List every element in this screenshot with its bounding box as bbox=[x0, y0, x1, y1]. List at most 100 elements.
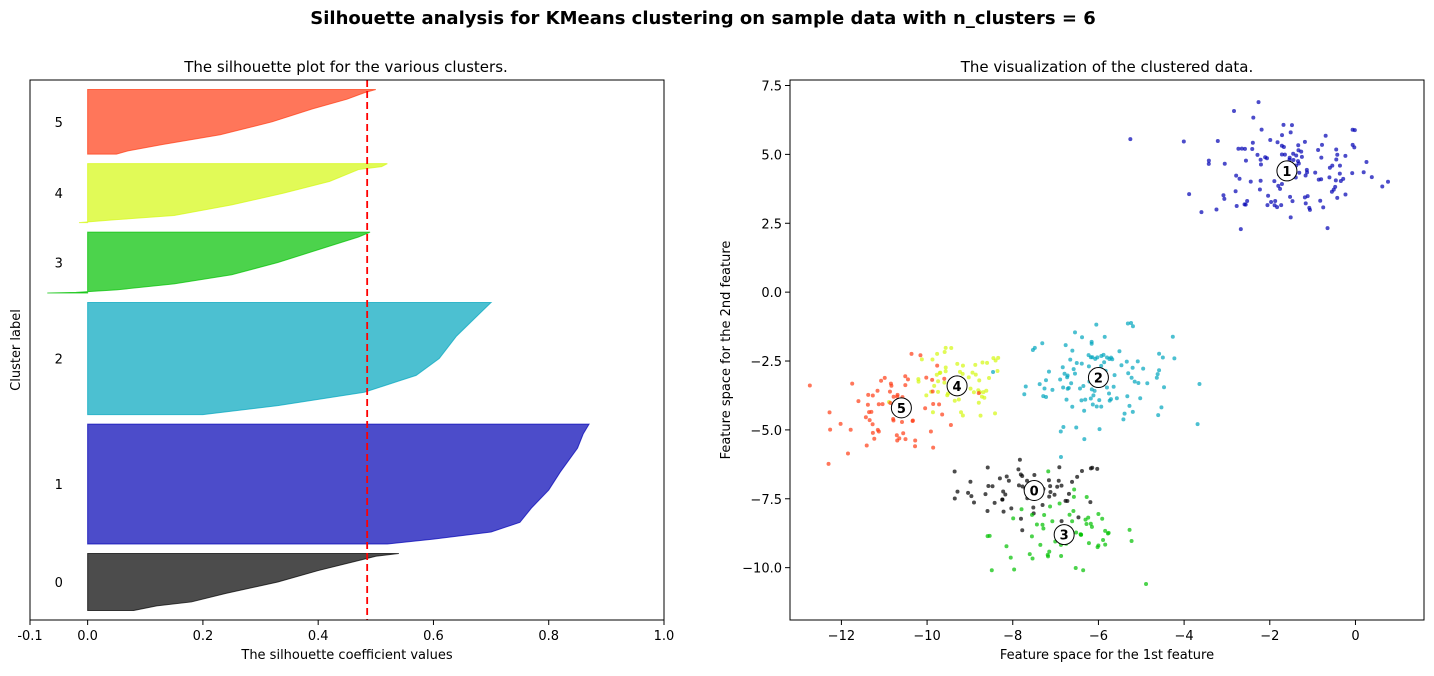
scatter-point-5 bbox=[882, 375, 887, 380]
scatter-point-2 bbox=[1082, 437, 1087, 442]
scatter-point-1 bbox=[1294, 153, 1299, 158]
scatter-point-1 bbox=[1248, 179, 1253, 184]
scatter-point-2 bbox=[1097, 427, 1102, 432]
scatter-point-0 bbox=[990, 484, 995, 489]
scatter-point-0 bbox=[1079, 469, 1084, 474]
scatter-point-0 bbox=[1048, 484, 1053, 489]
scatter-point-2 bbox=[1094, 404, 1099, 409]
scatter-point-4 bbox=[942, 380, 947, 385]
cluster-label-5: 5 bbox=[55, 116, 63, 131]
scatter-point-4 bbox=[960, 363, 965, 368]
scatter-point-1 bbox=[1243, 202, 1248, 207]
scatter-point-3 bbox=[1074, 530, 1079, 535]
silhouette-band-3 bbox=[47, 231, 371, 294]
scatter-point-3 bbox=[1030, 556, 1035, 561]
scatter-point-3 bbox=[1008, 555, 1013, 560]
scatter-point-1 bbox=[1291, 151, 1296, 156]
silhouette-axes: The silhouette plot for the various clus… bbox=[9, 58, 674, 663]
scatter-point-1 bbox=[1214, 207, 1219, 212]
scatter-point-1 bbox=[1350, 142, 1355, 147]
scatter-point-4 bbox=[995, 369, 1000, 374]
cluster-center-marker-4 bbox=[946, 375, 968, 397]
silhouette-x-tick-label: 0.8 bbox=[538, 629, 559, 644]
figure-suptitle: Silhouette analysis for KMeans clusterin… bbox=[310, 8, 1095, 29]
scatter-point-1 bbox=[1319, 155, 1324, 160]
scatter-point-2 bbox=[1130, 324, 1135, 329]
scatter-point-1 bbox=[1199, 210, 1204, 215]
scatter-point-1 bbox=[1263, 155, 1268, 160]
scatter-point-2 bbox=[1058, 429, 1063, 434]
scatter-point-1 bbox=[1335, 195, 1340, 200]
scatter-point-1 bbox=[1361, 170, 1366, 175]
scatter-point-0 bbox=[983, 492, 988, 497]
scatter-point-5 bbox=[924, 375, 929, 380]
scatter-point-1 bbox=[1337, 163, 1342, 168]
scatter-point-3 bbox=[1089, 524, 1094, 529]
scatter-point-4 bbox=[977, 378, 982, 383]
scatter-point-3 bbox=[1041, 526, 1046, 531]
scatter-point-5 bbox=[887, 389, 892, 394]
scatter-point-3 bbox=[1046, 469, 1051, 474]
scatter-point-1 bbox=[1291, 158, 1296, 163]
scatter-point-4 bbox=[930, 410, 935, 415]
scatter-point-0 bbox=[1006, 478, 1011, 483]
scatter-point-2 bbox=[1044, 395, 1049, 400]
scatter-point-5 bbox=[880, 402, 885, 407]
scatter-point-1 bbox=[1265, 203, 1270, 208]
scatter-point-5 bbox=[827, 410, 832, 415]
scatter-point-1 bbox=[1280, 133, 1285, 138]
scatter-point-2 bbox=[1074, 425, 1079, 430]
scatter-point-4 bbox=[993, 411, 998, 416]
scatter-point-1 bbox=[1303, 201, 1308, 206]
scatter-point-5 bbox=[913, 444, 918, 449]
scatter-x-tick-label: −8 bbox=[1003, 629, 1022, 644]
scatter-point-3 bbox=[1084, 494, 1089, 499]
scatter-point-5 bbox=[867, 418, 872, 423]
scatter-point-3 bbox=[1012, 567, 1017, 572]
scatter-point-2 bbox=[1154, 375, 1159, 380]
scatter-point-0 bbox=[972, 500, 977, 505]
scatter-point-0 bbox=[1056, 478, 1061, 483]
cluster-center-label-2: 2 bbox=[1094, 372, 1103, 387]
scatter-point-1 bbox=[1243, 158, 1248, 163]
scatter-point-2 bbox=[1077, 386, 1082, 391]
scatter-point-0 bbox=[1059, 519, 1064, 524]
scatter-point-2 bbox=[1159, 405, 1164, 410]
scatter-point-5 bbox=[888, 400, 893, 405]
scatter-point-2 bbox=[1065, 375, 1070, 380]
scatter-point-5 bbox=[931, 445, 936, 450]
scatter-point-2 bbox=[1172, 356, 1177, 361]
scatter-point-2 bbox=[1083, 397, 1088, 402]
silhouette-y-axis-label: Cluster label bbox=[9, 309, 24, 391]
silhouette-x-tick-label: -0.1 bbox=[17, 629, 42, 644]
scatter-point-5 bbox=[826, 461, 831, 466]
scatter-point-0 bbox=[1088, 500, 1093, 505]
scatter-point-2 bbox=[1130, 409, 1135, 414]
scatter-point-4 bbox=[955, 361, 960, 366]
scatter-point-1 bbox=[1255, 152, 1260, 157]
scatter-point-0 bbox=[1016, 483, 1021, 488]
scatter-point-5 bbox=[905, 377, 910, 382]
scatter-point-0 bbox=[1031, 505, 1036, 510]
scatter-point-2 bbox=[1072, 371, 1077, 376]
scatter-point-2 bbox=[1063, 343, 1068, 348]
scatter-point-5 bbox=[903, 383, 908, 388]
scatter-point-2 bbox=[1155, 372, 1160, 377]
scatter-point-3 bbox=[1103, 528, 1108, 533]
scatter-points bbox=[807, 100, 1391, 586]
scatter-point-3 bbox=[1129, 538, 1134, 543]
scatter-x-tick-label: −2 bbox=[1260, 629, 1279, 644]
scatter-point-2 bbox=[1092, 388, 1097, 393]
scatter-point-2 bbox=[1060, 365, 1065, 370]
silhouette-x-tick-label: 0.6 bbox=[423, 629, 444, 644]
scatter-point-4 bbox=[952, 398, 957, 403]
scatter-point-1 bbox=[1206, 161, 1211, 166]
scatter-point-2 bbox=[1112, 373, 1117, 378]
scatter-point-3 bbox=[1101, 537, 1106, 542]
scatter-point-1 bbox=[1234, 173, 1239, 178]
scatter-point-2 bbox=[1107, 391, 1112, 396]
scatter-point-2 bbox=[1070, 404, 1075, 409]
scatter-point-3 bbox=[1144, 581, 1149, 586]
scatter-point-1 bbox=[1323, 133, 1328, 138]
scatter-point-5 bbox=[848, 427, 853, 432]
